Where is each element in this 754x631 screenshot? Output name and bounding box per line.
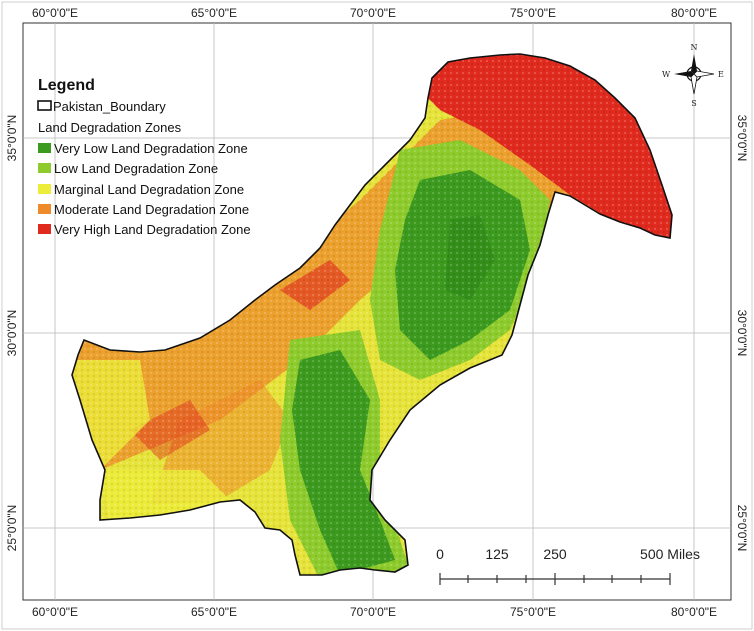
scale-label-125: 125 <box>485 546 509 562</box>
coord-bottom-70: 70°0'0"E <box>350 605 396 619</box>
legend-swatch-marginal <box>38 184 51 194</box>
scale-label-500: 500 Miles <box>640 546 700 562</box>
scale-label-250: 250 <box>543 546 567 562</box>
coord-labels-bottom: 60°0'0"E 65°0'0"E 70°0'0"E 75°0'0"E 80°0… <box>32 605 717 619</box>
legend-label-low: Low Land Degradation Zone <box>54 161 218 176</box>
coord-top-60: 60°0'0"E <box>32 6 78 20</box>
coord-top-65: 65°0'0"E <box>191 6 237 20</box>
legend-swatch-very-low <box>38 143 51 153</box>
coord-bottom-80: 80°0'0"E <box>671 605 717 619</box>
coord-top-75: 75°0'0"E <box>510 6 556 20</box>
coord-bottom-60: 60°0'0"E <box>32 605 78 619</box>
scale-bar: 0 125 250 500 Miles <box>436 546 700 585</box>
compass-s: S <box>691 99 696 108</box>
coord-labels-left: 35°0'0"N 30°0'0"N 25°0'0"N <box>5 115 19 552</box>
legend-label-very-high: Very High Land Degradation Zone <box>54 222 251 237</box>
legend: Legend Pakistan_Boundary Land Degradatio… <box>37 77 251 237</box>
coord-top-80: 80°0'0"E <box>671 6 717 20</box>
compass-w: W <box>662 70 671 79</box>
coord-labels-top: 60°0'0"E 65°0'0"E 70°0'0"E 75°0'0"E 80°0… <box>32 6 717 20</box>
legend-label-moderate: Moderate Land Degradation Zone <box>54 202 249 217</box>
legend-boundary-label: Pakistan_Boundary <box>53 99 166 114</box>
coord-left-30: 30°0'0"N <box>5 310 19 357</box>
legend-swatch-very-high <box>38 224 51 234</box>
coord-labels-right: 35°0'0"N 30°0'0"N 25°0'0"N <box>735 115 749 552</box>
compass-n: N <box>691 43 698 52</box>
coord-left-35: 35°0'0"N <box>5 115 19 162</box>
coord-right-30: 30°0'0"N <box>735 310 749 357</box>
coord-bottom-65: 65°0'0"E <box>191 605 237 619</box>
legend-zones-heading: Land Degradation Zones <box>38 120 182 135</box>
coord-right-35: 35°0'0"N <box>735 115 749 162</box>
compass-e: E <box>718 70 724 79</box>
legend-title: Legend <box>38 77 95 94</box>
legend-label-very-low: Very Low Land Degradation Zone <box>54 141 248 156</box>
legend-swatch-moderate <box>38 204 51 214</box>
coord-left-25: 25°0'0"N <box>5 505 19 552</box>
coord-right-25: 25°0'0"N <box>735 505 749 552</box>
legend-label-marginal: Marginal Land Degradation Zone <box>54 182 244 197</box>
legend-swatch-low <box>38 163 51 173</box>
scale-label-0: 0 <box>436 546 444 562</box>
coord-bottom-75: 75°0'0"E <box>510 605 556 619</box>
boundary-swatch <box>37 100 52 111</box>
compass-rose-icon: N S E W <box>662 43 724 108</box>
coord-top-70: 70°0'0"E <box>350 6 396 20</box>
